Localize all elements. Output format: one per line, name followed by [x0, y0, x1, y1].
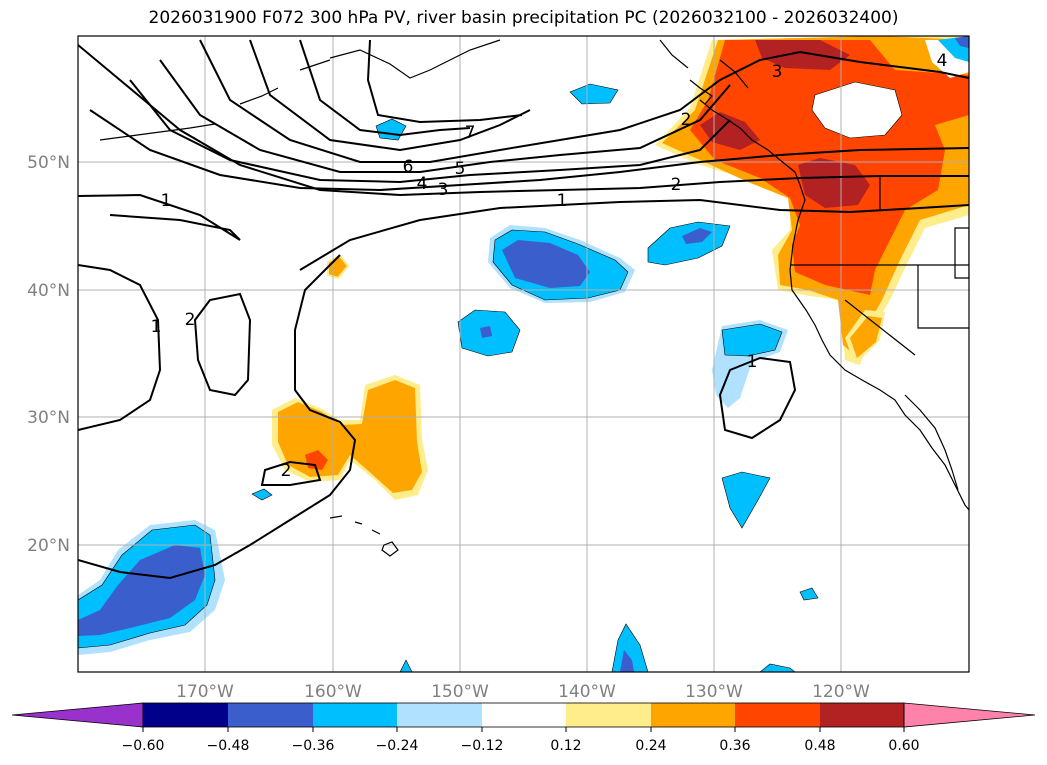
- contour-label: 1: [151, 317, 162, 337]
- contour-label: 1: [161, 191, 172, 211]
- lat-label: 30°N: [27, 408, 70, 428]
- contour-label: 1: [557, 191, 568, 211]
- colorbar-tick-label: 0.12: [550, 738, 581, 754]
- lon-label: 130°W: [685, 682, 743, 702]
- neg-blob-10-dark: [620, 650, 634, 672]
- contour-1-loop-east: [718, 356, 797, 440]
- contour-label: 5: [455, 159, 466, 179]
- lon-label: 150°W: [431, 682, 489, 702]
- colorbar-tick-label: −0.60: [122, 738, 165, 754]
- colorbar-segment: [566, 703, 651, 727]
- pnw-darkblue-corner: [955, 36, 969, 48]
- colorbar-segment: [651, 703, 735, 727]
- pnw-positive-darkred-3: [700, 112, 760, 150]
- contour-label: 6: [403, 157, 414, 177]
- neg-blob-2-dark: [682, 228, 712, 244]
- neg-blob-4-blue: [721, 323, 783, 357]
- coastlines: [99, 39, 969, 557]
- colorbar-ticks: [142, 727, 905, 732]
- colorbar-segment: [482, 703, 566, 727]
- colorbar-segment: [143, 703, 228, 727]
- colorbar: −0.60 −0.48 −0.36 −0.24 −0.12 0.12 0.24 …: [11, 702, 1036, 754]
- contour-label-group: 7 6 5 4 3 2 1 1 2 1 2 3 4 1 2: [151, 51, 948, 481]
- calif-positive-orange: [850, 316, 882, 358]
- baja-coast: [904, 394, 959, 491]
- colorbar-tick-label: −0.36: [292, 738, 335, 754]
- alaska-coast: [329, 39, 501, 79]
- colorbar-tick-label: −0.48: [207, 738, 250, 754]
- colorbar-outline: [142, 702, 905, 728]
- contour-label: 2: [281, 461, 292, 481]
- contour-6: [199, 39, 969, 163]
- lon-label: 140°W: [558, 682, 616, 702]
- lon-labels: 170°W 160°W 150°W 140°W 130°W 120°W: [176, 682, 870, 702]
- precip-shading: [78, 36, 969, 672]
- graticule: [78, 36, 969, 672]
- contour-label: 3: [772, 62, 783, 82]
- neg-blob-11: [759, 663, 796, 672]
- lon-label: 170°W: [176, 682, 234, 702]
- colorbar-tick-label: −0.12: [461, 738, 504, 754]
- contour-3: [89, 109, 969, 192]
- colorbar-segment: [397, 703, 482, 727]
- contour-4: [129, 79, 731, 184]
- lat-label: 50°N: [27, 153, 70, 173]
- contour-1-north: [78, 193, 969, 271]
- pnw-positive-darkred-2: [798, 158, 870, 208]
- colorbar-extend-high: [903, 702, 1036, 728]
- lat-labels: 50°N 40°N 30°N 20°N: [27, 153, 70, 556]
- lon-label: 120°W: [812, 682, 870, 702]
- lat-label: 40°N: [27, 281, 70, 301]
- north-america-coast: [699, 99, 969, 511]
- state-border-4: [844, 299, 916, 356]
- lat-label: 20°N: [27, 536, 70, 556]
- neg-blob-9: [799, 587, 819, 601]
- contour-2: [78, 44, 969, 197]
- neg-blob-5: [721, 471, 771, 529]
- neg-blob-12: [399, 659, 413, 672]
- map-plot-area: 7 6 5 4 3 2 1 1 2 1 2 3 4 1 2: [78, 36, 969, 672]
- colorbar-segment: [820, 703, 904, 727]
- colorbar-tick-label: −0.24: [376, 738, 419, 754]
- contour-label: 4: [937, 51, 948, 71]
- contour-7: [249, 39, 531, 152]
- contour-label: 2: [671, 175, 682, 195]
- colorbar-extend-low: [11, 702, 144, 728]
- contour-1-outer: [78, 254, 357, 580]
- hawaii-islands: [329, 515, 399, 557]
- pnw-positive-darkred-1: [755, 40, 850, 70]
- contour-label: 2: [681, 110, 692, 130]
- colorbar-segment: [735, 703, 820, 727]
- lon-label: 160°W: [304, 682, 362, 702]
- contour-2-small: [260, 460, 322, 486]
- colorbar-segment: [313, 703, 397, 727]
- contour-label: 3: [438, 180, 449, 200]
- aleutian-chain: [99, 59, 331, 141]
- contour-2-loop-west: [193, 292, 252, 397]
- contour-label: 4: [417, 174, 428, 194]
- pv-contours: [78, 39, 969, 580]
- map-title: 2026031900 F072 300 hPa PV, river basin …: [148, 8, 899, 28]
- colorbar-tick-label: 0.48: [804, 738, 835, 754]
- colorbar-tick-label: 0.24: [635, 738, 666, 754]
- central-neg-darkblue: [502, 240, 590, 288]
- pnw-hole-1: [811, 81, 903, 139]
- contour-label: 7: [465, 123, 476, 143]
- colorbar-tick-label: 0.60: [888, 738, 919, 754]
- state-border-3: [917, 265, 969, 329]
- contour-5: [159, 59, 731, 173]
- sw-neg-darkblue: [78, 545, 205, 636]
- contour-label: 2: [185, 310, 196, 330]
- colorbar-tick-label: 0.36: [719, 738, 750, 754]
- contour-label: 1: [747, 352, 758, 372]
- neg-blob-10: [611, 623, 649, 672]
- state-border-5: [954, 227, 969, 279]
- colorbar-segment: [228, 703, 313, 727]
- contour-1-loop-west: [78, 264, 162, 431]
- map-frame: [77, 35, 970, 673]
- neg-blob-8: [251, 488, 273, 501]
- neg-blob-3-dark: [480, 326, 492, 338]
